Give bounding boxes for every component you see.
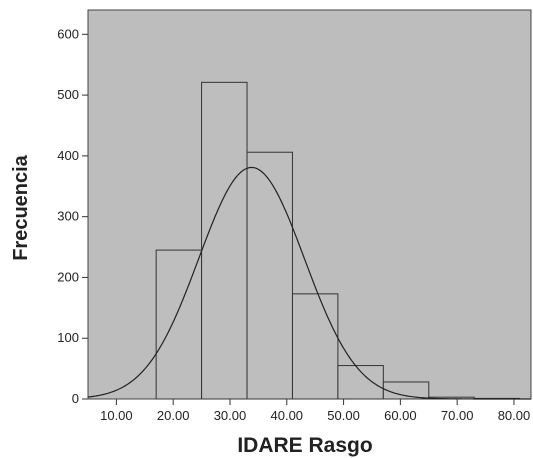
y-tick-label: 400: [57, 148, 79, 163]
x-tick-label: 10.00: [100, 408, 133, 423]
y-tick-label: 0: [72, 391, 79, 406]
y-tick-label: 200: [57, 269, 79, 284]
x-tick-label: 80.00: [498, 408, 531, 423]
histogram-bar: [291, 293, 339, 400]
histogram-bar: [337, 365, 384, 400]
y-tick-label: 100: [57, 330, 79, 345]
histogram-bar: [155, 249, 203, 400]
y-tick-label: 300: [57, 209, 79, 224]
x-axis: 10.00 20.00 30.00 40.00 50.00 60.00 70.00 80.00: [100, 399, 530, 423]
y-axis-title: Frecuencia: [10, 154, 32, 260]
x-tick-label: 60.00: [384, 408, 417, 423]
y-axis: 0 100 200 300 400 500 600: [57, 26, 88, 406]
histogram-bar: [382, 381, 430, 400]
x-tick-label: 70.00: [441, 408, 474, 423]
y-tick-label: 600: [57, 26, 79, 41]
histogram-bar: [246, 151, 293, 400]
x-tick-label: 20.00: [157, 408, 190, 423]
normal-curve: [87, 166, 531, 400]
y-tick-label: 500: [57, 87, 79, 102]
x-tick-label: 50.00: [327, 408, 360, 423]
x-tick-label: 30.00: [214, 408, 247, 423]
histogram-bar: [201, 81, 248, 400]
x-axis-title: IDARE Rasgo: [237, 434, 372, 457]
x-tick-label: 40.00: [271, 408, 304, 423]
